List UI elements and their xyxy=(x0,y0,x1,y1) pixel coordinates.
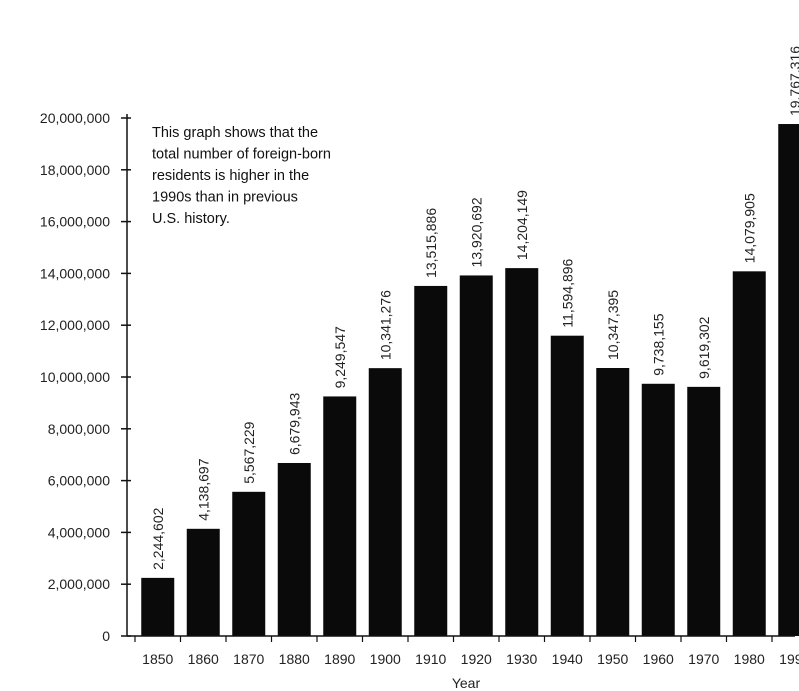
y-tick-label: 12,000,000 xyxy=(40,317,110,333)
bar-value-label: 13,920,692 xyxy=(468,197,484,267)
bar-1870 xyxy=(232,491,266,636)
y-tick-label: 2,000,000 xyxy=(48,576,110,592)
y-tick-label: 0 xyxy=(102,628,110,644)
bar-1890 xyxy=(323,396,357,636)
bar-1910 xyxy=(414,285,448,636)
bar-1850 xyxy=(141,577,175,636)
bar-value-label: 9,738,155 xyxy=(650,313,666,375)
y-axis: 0 2,000,000 4,000,000 6,000,000 8,000,000 10,… xyxy=(40,110,131,644)
y-tick-label: 18,000,000 xyxy=(40,162,110,178)
x-tick-label: 1960 xyxy=(643,651,674,667)
bar-value-label: 13,515,886 xyxy=(423,208,439,278)
annotation-line: total number of foreign-born xyxy=(152,147,331,163)
x-tick-label: 1900 xyxy=(370,651,401,667)
annotation-line: 1990s than in previous xyxy=(152,190,298,206)
x-tick-label: 1980 xyxy=(734,651,765,667)
bar-value-label: 14,079,905 xyxy=(741,193,757,263)
bar-1990 xyxy=(778,124,799,636)
x-tick-label: 1950 xyxy=(597,651,628,667)
annotation-line: This graph shows that the xyxy=(152,125,318,141)
x-tick-label: 1920 xyxy=(461,651,492,667)
bar-1970 xyxy=(687,386,721,636)
bar-1860 xyxy=(186,528,220,636)
bar-value-label: 9,619,302 xyxy=(696,316,712,378)
bars: 2,244,602 4,138,697 5,567,229 6,679,943 9,24… xyxy=(141,46,799,636)
bar-value-label: 2,244,602 xyxy=(150,507,166,569)
y-tick-label: 6,000,000 xyxy=(48,473,110,489)
bar-value-label: 10,341,276 xyxy=(377,290,393,360)
bar-value-label: 14,204,149 xyxy=(514,190,530,260)
x-tick-label: 1910 xyxy=(415,651,446,667)
y-tick-label: 20,000,000 xyxy=(40,110,110,126)
x-tick-label: 1870 xyxy=(233,651,264,667)
bar-value-label: 10,347,395 xyxy=(605,290,621,360)
bar-1930 xyxy=(505,268,539,636)
annotation-line: residents is higher in the xyxy=(152,168,309,184)
x-tick-label: 1930 xyxy=(506,651,537,667)
x-tick-label: 1880 xyxy=(279,651,310,667)
bar-1920 xyxy=(459,275,493,636)
y-tick-label: 8,000,000 xyxy=(48,421,110,437)
bar-1950 xyxy=(596,368,630,636)
bar-value-label: 9,249,547 xyxy=(332,326,348,388)
x-tick-label: 1990 xyxy=(779,651,799,667)
bar-1960 xyxy=(641,383,675,636)
annotation: This graph shows that the total number of… xyxy=(152,125,331,227)
bar-value-label: 6,679,943 xyxy=(286,392,302,454)
bar-1900 xyxy=(368,368,402,636)
bar-value-label: 5,567,229 xyxy=(241,421,257,483)
y-tick-label: 10,000,000 xyxy=(40,369,110,385)
y-tick-label: 14,000,000 xyxy=(40,265,110,281)
x-tick-label: 1940 xyxy=(552,651,583,667)
bar-1880 xyxy=(277,462,311,636)
bar-value-label: 11,594,896 xyxy=(559,258,575,327)
bar-value-label: 19,767,316 xyxy=(787,46,799,116)
y-tick-label: 4,000,000 xyxy=(48,524,110,540)
y-tick-label: 16,000,000 xyxy=(40,214,110,230)
x-axis-title: Year xyxy=(452,675,481,691)
x-tick-label: 1890 xyxy=(324,651,355,667)
x-tick-label: 1970 xyxy=(688,651,719,667)
x-axis: 1850 1860 1870 1880 1890 1900 1910 1920 1930 1940… xyxy=(127,635,799,667)
bar-value-label: 4,138,697 xyxy=(195,458,211,520)
x-tick-label: 1850 xyxy=(142,651,173,667)
bar-1980 xyxy=(732,271,766,636)
annotation-line: U.S. history. xyxy=(152,211,230,227)
bar-1940 xyxy=(550,335,584,636)
x-tick-label: 1860 xyxy=(188,651,219,667)
